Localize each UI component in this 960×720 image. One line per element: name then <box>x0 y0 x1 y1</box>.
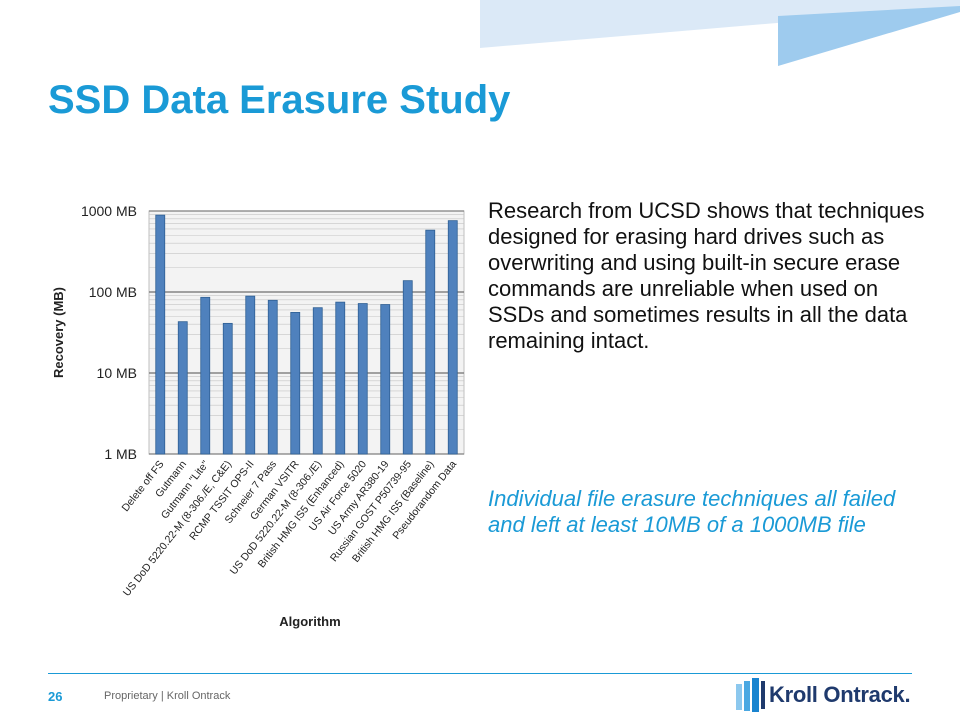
y-tick-label: 1 MB <box>104 446 137 462</box>
bar <box>290 311 301 455</box>
bar <box>177 321 188 455</box>
highlight-paragraph: Individual file erasure techniques all f… <box>488 486 896 537</box>
bar <box>335 301 346 455</box>
bar <box>200 296 211 455</box>
footer-divider <box>48 673 912 674</box>
slide-title: SSD Data Erasure Study <box>48 78 511 122</box>
bar <box>312 307 323 455</box>
decor-band-light <box>480 0 960 48</box>
kroll-ontrack-logo: Kroll Ontrack. <box>736 678 936 716</box>
bar <box>245 295 256 455</box>
y-tick-label: 10 MB <box>97 365 137 381</box>
bar <box>357 303 368 455</box>
y-tick-label: 100 MB <box>89 284 137 300</box>
y-axis-title: Recovery (MB) <box>51 287 66 378</box>
logo-wordmark: Kroll Ontrack. <box>769 682 911 707</box>
y-tick-label: 1000 MB <box>81 203 137 219</box>
page-number: 26 <box>48 689 63 704</box>
logo-mark-icon <box>736 678 765 712</box>
plot-area <box>148 210 465 455</box>
decor-band-mid <box>778 6 960 66</box>
bar <box>267 299 278 455</box>
body-paragraph: Research from UCSD shows that techniques… <box>488 198 925 353</box>
x-axis-title: Algorithm <box>279 614 340 629</box>
bar <box>402 280 413 455</box>
bar <box>425 229 436 455</box>
bar <box>447 220 458 455</box>
bar <box>380 304 391 455</box>
footer-text: Proprietary | Kroll Ontrack <box>104 690 231 702</box>
bar <box>155 214 166 455</box>
bar <box>222 322 233 455</box>
